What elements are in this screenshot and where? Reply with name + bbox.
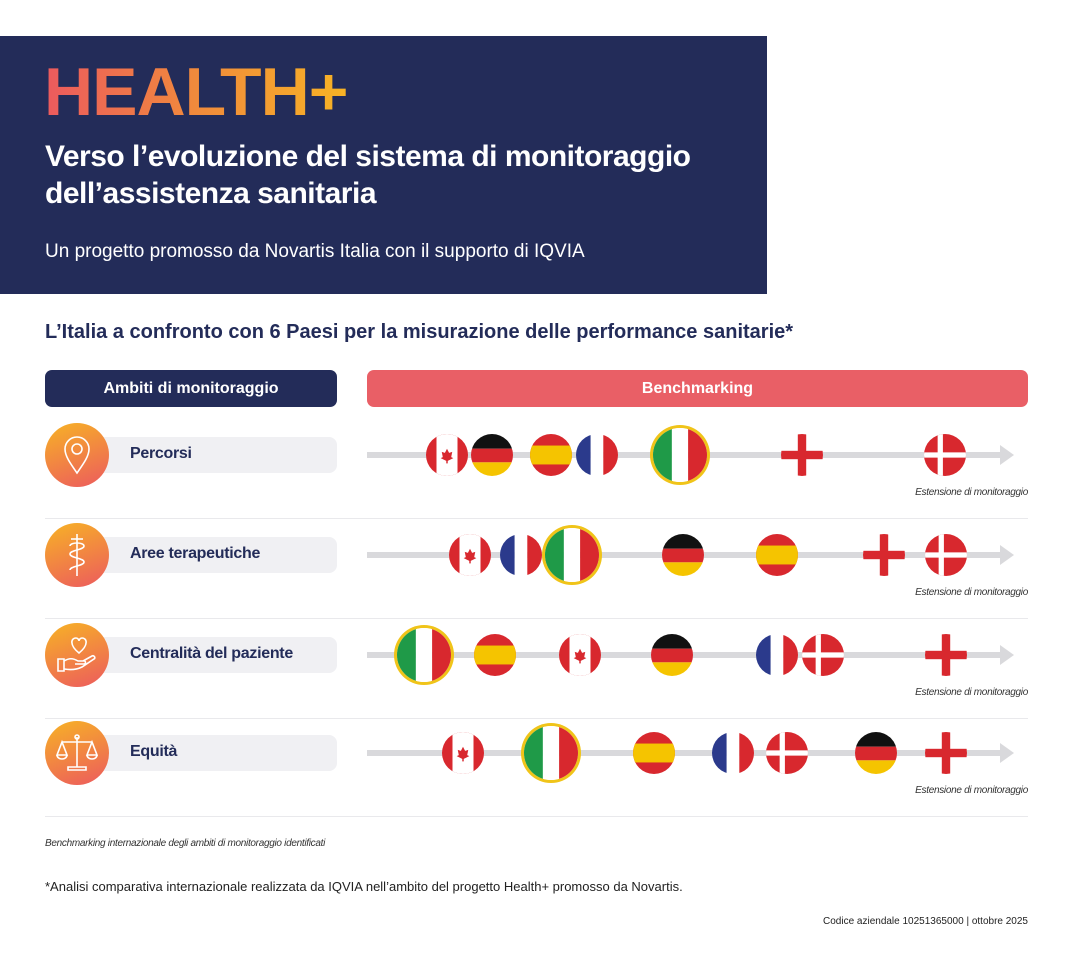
flag-italy-icon <box>397 628 451 682</box>
location-pin-icon <box>45 423 109 487</box>
heart-hand-icon <box>45 623 109 687</box>
flag-germany-icon <box>662 534 704 576</box>
benchmark-row: Centralità del paziente Estensione di mo… <box>45 619 1028 719</box>
scales-icon <box>45 721 109 785</box>
flag-germany-icon <box>471 434 513 476</box>
axis-label: Estensione di monitoraggio <box>915 785 1028 796</box>
caption: Benchmarking internazionale degli ambiti… <box>45 838 326 849</box>
flag-france-icon <box>576 434 618 476</box>
divider <box>45 518 1028 519</box>
benchmark-row: Aree terapeutiche Estensione di monitora… <box>45 519 1028 619</box>
benchmark-row: Percorsi Estensione di monitoraggio <box>45 419 1028 519</box>
row-label-pill <box>85 437 337 473</box>
row-label: Percorsi <box>130 445 192 462</box>
axis-label: Estensione di monitoraggio <box>915 687 1028 698</box>
row-label-pill <box>85 637 337 673</box>
row-label-pill <box>85 537 337 573</box>
extent-track <box>367 750 1002 756</box>
divider <box>45 718 1028 719</box>
page-subtitle: Un progetto promosso da Novartis Italia … <box>45 241 585 262</box>
flag-italy-icon <box>653 428 707 482</box>
flag-italy-icon <box>545 528 599 582</box>
column-header-ambiti: Ambiti di monitoraggio <box>45 370 337 407</box>
flag-denmark-icon <box>925 534 967 576</box>
flag-england-icon <box>925 732 967 774</box>
row-label: Aree terapeutiche <box>130 545 261 562</box>
arrow-right-icon <box>1000 645 1014 665</box>
flag-england-icon <box>863 534 905 576</box>
flag-germany-icon <box>651 634 693 676</box>
flag-italy-icon <box>524 726 578 780</box>
page-title: Verso l’evoluzione del sistema di monito… <box>45 140 691 210</box>
arrow-right-icon <box>1000 743 1014 763</box>
flag-spain-icon <box>633 732 675 774</box>
row-label-pill <box>85 735 337 771</box>
row-label: Equità <box>130 743 178 760</box>
flag-england-icon <box>781 434 823 476</box>
footnote: *Analisi comparativa internazionale real… <box>45 879 683 894</box>
flag-canada-icon <box>559 634 601 676</box>
flag-canada-icon <box>449 534 491 576</box>
flag-france-icon <box>500 534 542 576</box>
flag-spain-icon <box>474 634 516 676</box>
brand-logo: HEALTH+ <box>44 54 348 130</box>
flag-spain-icon <box>756 534 798 576</box>
hero-banner <box>0 36 767 294</box>
section-title: L’Italia a confronto con 6 Paesi per la … <box>45 321 794 343</box>
row-label: Centralità del paziente <box>130 645 293 662</box>
arrow-right-icon <box>1000 445 1014 465</box>
flag-france-icon <box>756 634 798 676</box>
benchmark-row: Equità Estensione di monitoraggio <box>45 717 1028 817</box>
flag-denmark-icon <box>802 634 844 676</box>
column-header-benchmarking: Benchmarking <box>367 370 1028 407</box>
company-code: Codice aziendale 10251365000 | ottobre 2… <box>823 916 1028 927</box>
caduceus-icon <box>45 523 109 587</box>
axis-label: Estensione di monitoraggio <box>915 487 1028 498</box>
axis-label: Estensione di monitoraggio <box>915 587 1028 598</box>
flag-denmark-icon <box>924 434 966 476</box>
divider <box>45 618 1028 619</box>
arrow-right-icon <box>1000 545 1014 565</box>
flag-canada-icon <box>426 434 468 476</box>
flag-spain-icon <box>530 434 572 476</box>
flag-denmark-icon <box>766 732 808 774</box>
flag-canada-icon <box>442 732 484 774</box>
flag-germany-icon <box>855 732 897 774</box>
flag-france-icon <box>712 732 754 774</box>
divider <box>45 816 1028 817</box>
flag-england-icon <box>925 634 967 676</box>
